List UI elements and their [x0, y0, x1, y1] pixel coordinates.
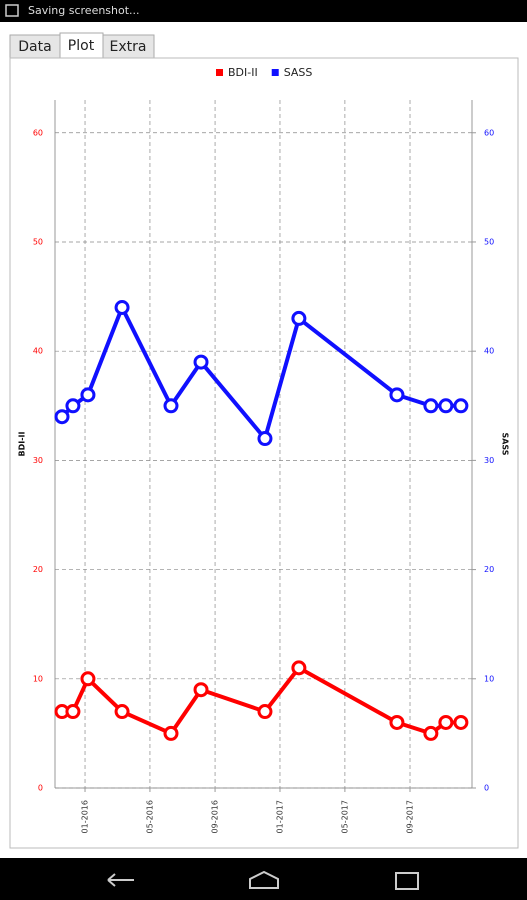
status-text: Saving screenshot... — [28, 4, 140, 17]
y2-tick-label: 10 — [484, 674, 494, 683]
y2-tick-label: 30 — [484, 456, 494, 465]
legend-swatch — [271, 69, 279, 76]
recents-button[interactable] — [395, 872, 419, 890]
x-tick-label: 09-2017 — [406, 800, 415, 833]
data-point — [438, 714, 454, 730]
legend-label: BDI-II — [228, 66, 258, 79]
chart: 0 10 20 30 40 50 60 0 10 20 30 40 50 60 01-2016 05-2016… — [18, 66, 510, 833]
y-tick-label: 0 — [38, 784, 43, 793]
x-tick-label: 01-2016 — [81, 800, 90, 833]
y2-tick-label: 40 — [484, 347, 494, 356]
y-tick-label: 60 — [33, 128, 43, 137]
data-point — [80, 387, 96, 403]
y-tick-label: 30 — [33, 456, 43, 465]
y-tick-label: 10 — [33, 674, 43, 683]
y-tick-label: 20 — [33, 565, 43, 574]
data-point — [389, 387, 405, 403]
screenshot-icon — [5, 4, 19, 17]
y2-axis-title: SASS — [501, 432, 510, 455]
y2-tick-label: 0 — [484, 784, 489, 793]
data-point — [453, 714, 469, 730]
data-point — [423, 725, 439, 741]
y2-tick-label: 20 — [484, 565, 494, 574]
y-axis-title: BDI-II — [18, 431, 27, 456]
data-point — [80, 671, 96, 687]
data-point — [65, 704, 81, 720]
tab-label[interactable]: Plot — [68, 38, 95, 54]
data-point — [257, 431, 273, 447]
legend-label: SASS — [284, 66, 313, 79]
tab-bar: Data Plot Extra — [9, 32, 155, 59]
y-tick-label: 50 — [33, 237, 43, 246]
data-point — [389, 714, 405, 730]
y2-tick-label: 50 — [484, 237, 494, 246]
data-point — [193, 682, 209, 698]
data-point — [453, 398, 469, 414]
home-button[interactable] — [249, 870, 279, 889]
y2-tick-label: 60 — [484, 128, 494, 137]
x-tick-label: 01-2017 — [275, 800, 284, 833]
y-tick-label: 40 — [33, 347, 43, 356]
data-point — [114, 299, 130, 315]
status-bar — [0, 0, 527, 22]
nav-bar — [0, 858, 527, 900]
data-point — [163, 398, 179, 414]
data-point — [65, 398, 81, 414]
data-point — [163, 725, 179, 741]
tab-label[interactable]: Extra — [110, 39, 147, 55]
data-point — [423, 398, 439, 414]
data-point — [291, 660, 307, 676]
x-tick-label: 05-2017 — [340, 800, 349, 833]
plot-panel — [9, 57, 519, 849]
data-point — [193, 354, 209, 370]
tab-label[interactable]: Data — [18, 39, 51, 55]
data-point — [438, 398, 454, 414]
back-button[interactable] — [107, 873, 134, 887]
data-point — [291, 310, 307, 326]
data-point — [257, 704, 273, 720]
x-tick-label: 09-2016 — [211, 800, 220, 833]
data-point — [114, 704, 130, 720]
data-point — [54, 409, 70, 425]
x-tick-label: 05-2016 — [145, 800, 154, 833]
legend-swatch — [216, 69, 223, 76]
